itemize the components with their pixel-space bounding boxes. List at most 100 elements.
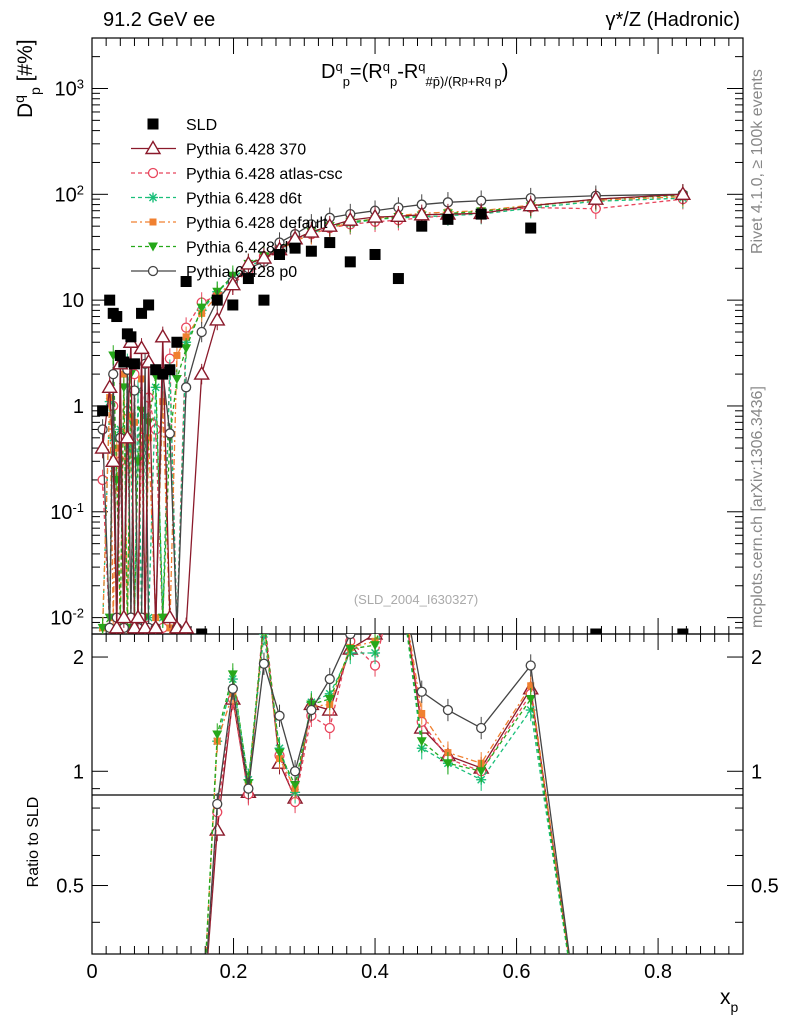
data-point (590, 628, 602, 634)
data-point (242, 273, 254, 285)
data-point (126, 619, 143, 634)
data-point (324, 722, 335, 734)
data-point (442, 704, 454, 716)
data-point (416, 686, 427, 697)
data-point (321, 217, 338, 232)
data-point (255, 249, 273, 264)
data-point (345, 634, 356, 640)
ratio-line-dw (205, 634, 569, 954)
data-point (212, 730, 223, 740)
legend-entry-d6t: Pythia 6.428 d6t (131, 191, 302, 208)
data-point (182, 333, 190, 341)
data-point (108, 619, 125, 634)
data-point (342, 211, 359, 226)
ratio-y-axis-title: Ratio to SLD (25, 797, 42, 888)
data-point (111, 311, 123, 323)
data-point (442, 213, 454, 225)
data-point (587, 190, 605, 205)
x-tick-label: 0.4 (361, 961, 389, 983)
data-point (148, 192, 158, 203)
main-y-tick-label: 10-1 (50, 499, 84, 524)
data-point (181, 344, 192, 354)
series-line-p370 (101, 193, 683, 629)
data-point (303, 223, 320, 238)
data-point (370, 641, 381, 651)
data-point (150, 424, 161, 435)
data-point (136, 619, 154, 634)
data-point (94, 439, 111, 454)
data-point (129, 609, 147, 624)
rivet-version-text: Rivet 4.1.0, ≥ 100k events (749, 69, 766, 254)
legend: SLD Pythia 6.428 370 Pythia 6.428 atlas-cs… (131, 117, 343, 281)
data-point (243, 783, 254, 794)
data-point (413, 206, 430, 221)
data-point (209, 821, 226, 836)
data-point (674, 185, 692, 201)
x-axis-title: xp (720, 986, 739, 1015)
data-point (211, 294, 223, 306)
data-point (105, 452, 122, 467)
data-point (274, 710, 285, 721)
plot-formula: Dqp=(Rqp-Rq#p̄)/(Rp+Rq p) (321, 59, 508, 89)
data-point (224, 276, 242, 291)
data-point (476, 722, 487, 734)
data-point (305, 245, 317, 257)
data-point (150, 364, 162, 376)
main-y-tick-label: 10 (62, 290, 84, 312)
data-point (392, 273, 404, 285)
data-point (147, 167, 159, 179)
data-point (193, 365, 210, 380)
process-label: γ*/Z (Hadronic) (606, 9, 740, 31)
ratio-y-tick-label: 0.5 (56, 876, 84, 898)
ratio-y-tick-label: 2 (73, 647, 84, 669)
legend-entry-SLD: SLD (147, 117, 217, 134)
data-point (147, 619, 164, 634)
data-point (161, 609, 179, 624)
data-point (258, 634, 269, 639)
data-point (525, 222, 537, 234)
main-plot-series (94, 184, 692, 634)
data-point (115, 609, 133, 624)
ratio-y-tick-label-right: 2 (751, 647, 762, 669)
data-point (145, 434, 153, 442)
legend-label: Pythia 6.428 dw (186, 240, 300, 257)
data-point (97, 405, 109, 417)
main-y-tick-label: 1 (73, 396, 84, 418)
data-point (227, 299, 239, 311)
data-point (209, 311, 226, 326)
legend-label: Pythia 6.428 p0 (186, 264, 297, 281)
data-point (289, 242, 301, 254)
data-point (149, 218, 157, 226)
data-point (240, 255, 257, 270)
ratio-y-tick-label-right: 1 (751, 761, 762, 783)
data-point (274, 748, 285, 758)
data-point (324, 673, 335, 685)
legend-label: SLD (186, 117, 217, 134)
data-point (171, 374, 182, 384)
legend-label: Pythia 6.428 atlas-csc (186, 166, 343, 183)
data-point (258, 658, 270, 669)
data-point (147, 265, 159, 277)
data-point (157, 613, 168, 623)
data-point (345, 644, 356, 654)
data-point (416, 737, 427, 747)
data-point (118, 383, 129, 393)
legend-label: Pythia 6.428 d6t (186, 191, 302, 208)
main-y-axis-title: Dqp [#%] (11, 39, 43, 118)
data-point (133, 339, 150, 355)
main-y-tick-label: 10-2 (50, 605, 84, 630)
series-p370 (94, 184, 692, 634)
data-point (476, 767, 487, 777)
data-point (143, 299, 155, 311)
data-point (157, 368, 169, 380)
data-point (140, 353, 157, 368)
data-point (129, 385, 140, 396)
x-axis-ticks: 0 0.2 0.4 0.6 0.8 (86, 38, 744, 983)
ratio-series-p0 (206, 634, 570, 954)
data-point (104, 294, 116, 306)
series-SLD (97, 208, 689, 634)
data-point (148, 242, 158, 252)
data-point (525, 695, 536, 705)
data-point (418, 709, 426, 717)
